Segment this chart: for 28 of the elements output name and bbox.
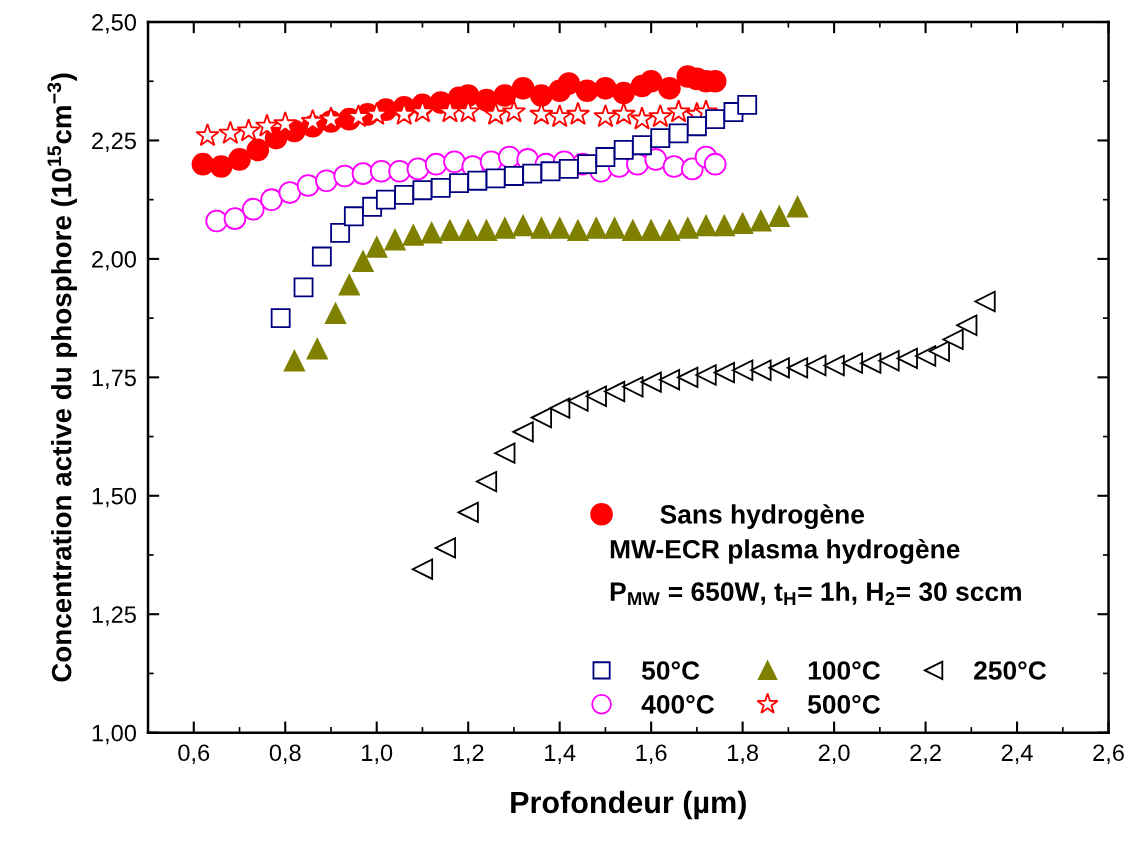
legend-label: Sans hydrogène bbox=[660, 504, 865, 530]
y-tick-label: 1,00 bbox=[92, 724, 136, 745]
annotation: P$_{MW}$ = 650W, t$_{H}$= 1h, H$_{2}$= 30 sccm bbox=[610, 581, 1021, 605]
x-tick-label: 2,0 bbox=[818, 744, 850, 764]
y-tick-label: 1,25 bbox=[92, 606, 136, 626]
legend-label: 400°C bbox=[641, 695, 715, 714]
annotation: MW-ECR plasma hydrogène bbox=[610, 538, 960, 564]
x-tick-label: 1,2 bbox=[453, 744, 484, 764]
y-tick-label: 1,75 bbox=[92, 369, 136, 389]
x-tick-label: 1,4 bbox=[545, 744, 576, 764]
y-tick-label: 2,00 bbox=[92, 250, 136, 271]
y-tick-label: 2,50 bbox=[92, 14, 136, 34]
x-tick-label: 2,4 bbox=[1001, 744, 1033, 764]
legend-label: 100°C bbox=[808, 661, 881, 680]
x-tick-label: 2,2 bbox=[910, 744, 941, 764]
y-axis-title: Concentration active du phosphore (10$^{15}$cm$^{−3}$) bbox=[47, 73, 77, 682]
x-tick-label: 1,8 bbox=[728, 744, 759, 764]
x-tick-label: 2,6 bbox=[1093, 744, 1124, 764]
legend-label: 250°C bbox=[974, 661, 1047, 680]
legend-label: 50°C bbox=[641, 661, 700, 680]
x-tick-label: 1,0 bbox=[362, 744, 393, 764]
x-tick-label: 1,6 bbox=[636, 744, 667, 764]
x-tick-label: 0,8 bbox=[269, 744, 301, 764]
y-tick-label: 1,50 bbox=[92, 487, 136, 508]
legend-label: 500°C bbox=[807, 695, 881, 714]
x-tick-label: 0,6 bbox=[178, 744, 210, 764]
x-axis-title: Profondeur (µm) bbox=[511, 790, 746, 820]
y-tick-label: 2,25 bbox=[92, 132, 136, 153]
